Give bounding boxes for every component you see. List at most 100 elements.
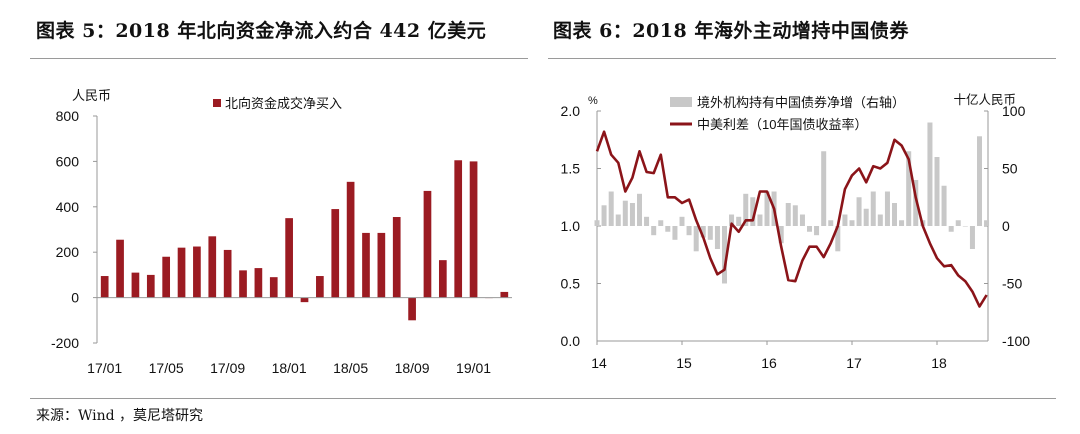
right-bar [856,197,862,226]
left-bar [423,190,432,298]
right-bar [870,191,876,226]
right-bar [615,214,621,226]
left-bar [331,209,340,298]
right-bar [941,185,947,226]
right-left-unit: % [588,95,598,107]
right-bar [969,226,975,249]
left-x-tick-label: 18/05 [333,360,368,376]
left-y-tick-label: -200 [51,335,79,351]
right-bar [842,214,848,226]
left-bar [300,297,309,303]
right-title-rule [548,58,1056,59]
right-x-tick-label: 16 [761,355,777,371]
right-right-unit: 十亿人民币 [953,92,1016,107]
right-bar [679,216,685,226]
left-bar [438,260,447,298]
right-bar [906,151,912,226]
left-unit-label: 人民币 [72,88,111,103]
right-bar [714,226,720,249]
left-bar [269,277,278,298]
left-bar [469,161,478,298]
right-bar [601,205,607,226]
left-x-tick-label: 17/05 [149,360,184,376]
left-legend-swatch [213,99,221,107]
right-bar [835,226,841,252]
right-bar [778,226,784,244]
right-bar [722,226,727,284]
right-x-tick-label: 17 [846,355,862,371]
left-bar [239,270,247,298]
right-bar [955,220,961,226]
left-x-tick-label: 17/09 [210,360,245,376]
right-bar [892,203,897,226]
right-bar [764,191,770,226]
right-bar [984,220,990,226]
left-x-tick-label: 19/01 [456,360,491,376]
left-bar [131,272,140,298]
left-bar [223,249,232,298]
right-bar [637,193,642,226]
right-bar [743,193,749,226]
right-bar [799,214,805,226]
left-y-tick-label: 400 [56,199,80,215]
right-bar [707,226,713,240]
left-legend-label: 北向资金成交净买入 [225,96,342,111]
right-x-tick-label: 18 [931,355,947,371]
right-x-tick-label: 14 [591,355,607,371]
right-bar [651,226,657,236]
left-bar [208,236,217,298]
left-bar [162,256,171,298]
left-bar [177,247,186,298]
left-x-tick-label: 17/01 [87,360,122,376]
right-bar [594,220,600,226]
right-bar [658,220,664,226]
left-bar [193,246,201,298]
right-bar [693,226,699,252]
left-bar [362,232,370,298]
left-bar [254,268,263,298]
right-x-tick-label: 15 [676,355,692,371]
right-legend-bar-swatch [670,97,692,107]
right-bar [686,226,692,236]
right-bar [807,226,812,232]
right-bar [977,136,982,226]
left-y-tick-label: 200 [56,244,80,260]
right-left-y-tick-label: 1.0 [561,218,581,234]
left-bar [100,276,109,298]
right-right-y-tick-label: 100 [1002,103,1026,119]
left-y-tick-label: 800 [56,108,80,124]
left-bar [316,276,324,298]
right-bar [629,203,635,226]
right-bar [672,226,678,240]
right-bar [729,214,735,226]
right-bar [884,191,890,226]
right-spread-line [595,130,988,308]
right-bar [608,191,614,226]
left-bar [146,274,155,298]
right-right-y-tick-label: 50 [1002,161,1018,177]
right-left-y-tick-label: 2.0 [561,103,581,119]
left-y-tick-label: 0 [71,290,79,306]
right-bar [622,200,628,226]
right-bar [863,208,869,226]
right-right-y-tick-label: 0 [1002,218,1010,234]
right-right-y-tick-label: -50 [1002,276,1022,292]
right-legend-line-label: 中美利差（10年国债收益率） [697,117,867,132]
left-bar [500,291,509,298]
right-right-y-tick-label: -100 [1002,333,1030,349]
right-left-y-tick-label: 0.0 [561,333,581,349]
right-bar [821,151,827,226]
right-bar [899,220,905,226]
source-note: 来源：Wind ，莫尼塔研究 [36,408,204,424]
left-bar [285,218,293,298]
right-bar [700,226,706,238]
right-bar [934,157,940,226]
left-x-tick-label: 18/09 [395,360,430,376]
right-bar [665,226,671,232]
left-bar [408,297,416,321]
source-rule [30,398,1056,399]
left-bar [392,217,401,298]
left-bar [454,160,463,298]
right-legend-bar-label: 境外机构持有中国债券净增（右轴） [697,95,905,110]
